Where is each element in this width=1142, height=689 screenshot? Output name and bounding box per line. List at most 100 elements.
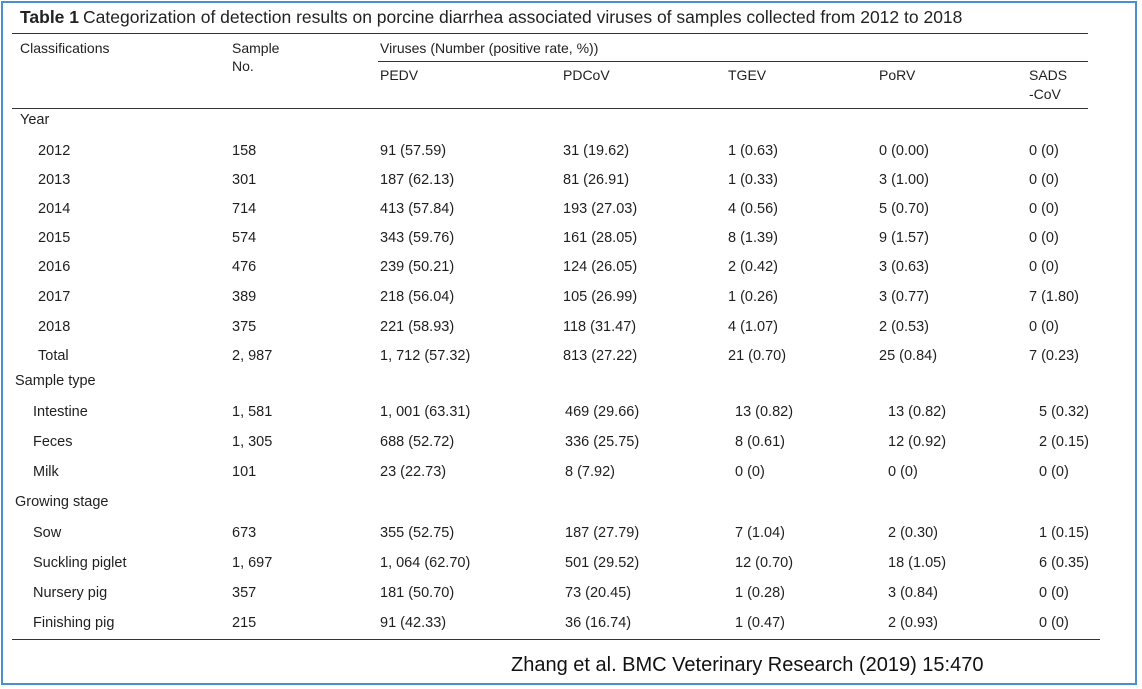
table-caption: Categorization of detection results on p… <box>83 7 963 27</box>
row-value-cell: 1 (0.63) <box>728 143 778 159</box>
row-value-cell: 2 (0.42) <box>728 259 778 275</box>
row-value-cell: 3 (1.00) <box>879 172 929 188</box>
row-value-cell: 336 (25.75) <box>565 434 640 450</box>
row-value-cell: 23 (22.73) <box>380 464 447 480</box>
row-sample-no: 673 <box>232 525 257 541</box>
row-value-cell: 355 (52.75) <box>380 525 455 541</box>
section-label: Year <box>20 112 50 128</box>
row-value-cell: 8 (7.92) <box>565 464 615 480</box>
row-value-cell: 3 (0.84) <box>888 585 938 601</box>
row-name: 2018 <box>38 319 71 335</box>
row-value-cell: 124 (26.05) <box>563 259 638 275</box>
row-sample-no: 1, 305 <box>232 434 273 450</box>
row-value-cell: 25 (0.84) <box>879 348 938 364</box>
viruses-group-rule <box>378 61 1088 62</box>
row-value-cell: 2 (0.53) <box>879 319 929 335</box>
row-name: Finishing pig <box>33 615 115 631</box>
row-value-cell: 0 (0) <box>1029 230 1059 246</box>
row-value-cell: 8 (1.39) <box>728 230 778 246</box>
row-value-cell: 3 (0.63) <box>879 259 929 275</box>
row-name: 2014 <box>38 201 71 217</box>
row-sample-no: 215 <box>232 615 257 631</box>
row-value-cell: 0 (0.00) <box>879 143 929 159</box>
row-value-cell: 0 (0) <box>1029 172 1059 188</box>
row-value-cell: 2 (0.30) <box>888 525 938 541</box>
row-value-cell: 81 (26.91) <box>563 172 630 188</box>
section-label: Growing stage <box>15 494 109 510</box>
row-name: 2012 <box>38 143 71 159</box>
row-value-cell: 688 (52.72) <box>380 434 455 450</box>
row-value-cell: 469 (29.66) <box>565 404 640 420</box>
row-value-cell: 5 (0.32) <box>1039 404 1089 420</box>
row-value-cell: 193 (27.03) <box>563 201 638 217</box>
row-sample-no: 389 <box>232 289 257 305</box>
row-value-cell: 31 (19.62) <box>563 143 630 159</box>
row-name: 2013 <box>38 172 71 188</box>
row-value-cell: 239 (50.21) <box>380 259 455 275</box>
row-value-cell: 1 (0.26) <box>728 289 778 305</box>
row-value-cell: 1 (0.28) <box>735 585 785 601</box>
row-value-cell: 1, 712 (57.32) <box>380 348 471 364</box>
header-pedv: PEDV <box>380 67 419 83</box>
row-value-cell: 1, 064 (62.70) <box>380 555 471 571</box>
row-value-cell: 13 (0.82) <box>888 404 947 420</box>
row-value-cell: 181 (50.70) <box>380 585 455 601</box>
row-value-cell: 0 (0) <box>1039 585 1069 601</box>
row-value-cell: 21 (0.70) <box>728 348 787 364</box>
row-value-cell: 0 (0) <box>1029 201 1059 217</box>
table-label: Table 1 <box>20 7 80 27</box>
row-value-cell: 5 (0.70) <box>879 201 929 217</box>
row-value-cell: 7 (1.80) <box>1029 289 1079 305</box>
row-name: Intestine <box>33 404 88 420</box>
row-value-cell: 0 (0) <box>1029 319 1059 335</box>
row-value-cell: 0 (0) <box>1029 143 1059 159</box>
row-value-cell: 0 (0) <box>1039 615 1069 631</box>
row-name: 2017 <box>38 289 71 305</box>
header-sample-no-line2: No. <box>232 58 254 74</box>
row-value-cell: 118 (31.47) <box>563 319 637 335</box>
row-value-cell: 3 (0.77) <box>879 289 929 305</box>
header-classifications: Classifications <box>20 40 110 56</box>
row-name: Suckling piglet <box>33 555 127 571</box>
header-sample-no-line1: Sample <box>232 40 280 56</box>
row-value-cell: 1, 001 (63.31) <box>380 404 471 420</box>
row-value-cell: 36 (16.74) <box>565 615 632 631</box>
row-value-cell: 1 (0.15) <box>1039 525 1089 541</box>
row-value-cell: 105 (26.99) <box>563 289 638 305</box>
row-sample-no: 375 <box>232 319 257 335</box>
row-value-cell: 18 (1.05) <box>888 555 947 571</box>
header-tgev: TGEV <box>728 67 767 83</box>
header-bottom-rule <box>12 108 1088 109</box>
table-title: Table 1 Categorization of detection resul… <box>20 7 962 28</box>
row-value-cell: 4 (0.56) <box>728 201 778 217</box>
row-value-cell: 12 (0.92) <box>888 434 947 450</box>
row-sample-no: 2, 987 <box>232 348 273 364</box>
header-sads-cov-line2: -CoV <box>1029 86 1061 102</box>
row-value-cell: 7 (1.04) <box>735 525 785 541</box>
row-sample-no: 1, 581 <box>232 404 273 420</box>
row-sample-no: 476 <box>232 259 257 275</box>
row-value-cell: 6 (0.35) <box>1039 555 1089 571</box>
row-value-cell: 343 (59.76) <box>380 230 455 246</box>
row-name: Sow <box>33 525 62 541</box>
row-sample-no: 158 <box>232 143 257 159</box>
row-value-cell: 12 (0.70) <box>735 555 794 571</box>
row-value-cell: 2 (0.15) <box>1039 434 1089 450</box>
row-value-cell: 2 (0.93) <box>888 615 938 631</box>
row-value-cell: 187 (62.13) <box>380 172 455 188</box>
row-name: Nursery pig <box>33 585 108 601</box>
citation: Zhang et al. BMC Veterinary Research (20… <box>511 654 984 676</box>
row-value-cell: 1 (0.47) <box>735 615 785 631</box>
bottom-rule <box>12 639 1100 640</box>
row-sample-no: 357 <box>232 585 257 601</box>
row-value-cell: 0 (0) <box>735 464 765 480</box>
header-pdcov: PDCoV <box>563 67 610 83</box>
row-sample-no: 1, 697 <box>232 555 273 571</box>
row-value-cell: 73 (20.45) <box>565 585 632 601</box>
header-porv: PoRV <box>879 67 916 83</box>
row-value-cell: 413 (57.84) <box>380 201 455 217</box>
row-name: 2016 <box>38 259 71 275</box>
row-value-cell: 501 (29.52) <box>565 555 640 571</box>
top-rule <box>12 33 1088 34</box>
header-viruses-group: Viruses (Number (positive rate, %)) <box>380 40 599 56</box>
